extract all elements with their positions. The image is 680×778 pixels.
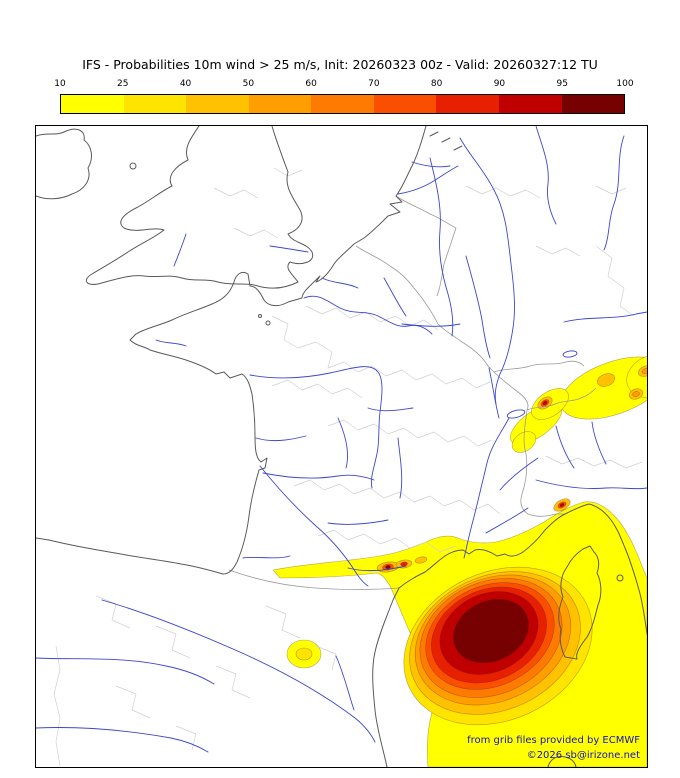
probability-map (36, 126, 647, 767)
coast-great-britain (85, 126, 314, 289)
channel-island-2 (265, 320, 271, 326)
contour-95pct-core (453, 598, 529, 664)
colorbar-tick-label: 60 (305, 79, 317, 89)
rivers-northeast (397, 126, 647, 405)
attribution-copyright: ©2026 sb@irizone.net (526, 750, 640, 761)
coast-mediterranean (372, 503, 647, 767)
lakes-layer (506, 350, 578, 419)
colorbar-segment-70 (373, 95, 437, 113)
colorbar-scale (60, 94, 625, 114)
channel-island-1 (258, 314, 262, 318)
coast-ireland (36, 128, 92, 200)
attribution-source: from grib files provided by ECMWF (467, 735, 640, 746)
isle-of-man (129, 162, 137, 170)
probability-contours-layer (272, 353, 647, 767)
colorbar-segment-25 (123, 95, 187, 113)
country-borders-layer (228, 195, 597, 590)
coast-continent-atlantic (36, 126, 427, 575)
coastlines-layer (36, 126, 647, 767)
colorbar-tick-label: 95 (556, 79, 568, 89)
frisian-islands (429, 131, 463, 151)
rivers-france (155, 277, 539, 587)
colorbar-tick-label: 40 (179, 79, 192, 89)
lake-geneva (506, 409, 526, 419)
colorbar-segment-80 (436, 95, 499, 113)
rivers-italy (535, 421, 647, 490)
coast-corsica (558, 545, 602, 660)
map-frame: from grib files provided by ECMWF ©2026 … (35, 125, 648, 768)
colorbar-tick-label: 70 (368, 79, 380, 89)
island-elba (616, 574, 624, 582)
coast-sardinia-tip (547, 756, 577, 767)
colorbar-tick-label: 100 (616, 79, 634, 89)
admin-borders-layer (53, 167, 643, 767)
colorbar-segment-50 (248, 95, 312, 113)
colorbar-segment-10 (61, 95, 124, 113)
colorbar-tick-label: 50 (242, 79, 255, 89)
rivers-britain (173, 233, 309, 267)
colorbar-tick-label: 80 (430, 79, 443, 89)
colorbar-tick-label: 10 (54, 79, 66, 89)
map-title: IFS - Probabilities 10m wind > 25 m/s, I… (82, 57, 598, 72)
rivers-spain (36, 599, 376, 753)
colorbar-tick-labels: 10 25 40 50 60 70 80 90 95 100 (54, 79, 633, 92)
colorbar-legend: 10 25 40 50 60 70 80 90 95 100 (54, 79, 634, 114)
colorbar-tick-label: 90 (493, 79, 506, 89)
rivers-layer (36, 126, 647, 753)
colorbar-segment-95 (561, 95, 625, 113)
colorbar-tick-label: 25 (117, 79, 129, 89)
colorbar-segment-40 (186, 95, 249, 113)
colorbar-segment-90 (498, 95, 562, 113)
lake-constance (562, 350, 578, 358)
colorbar-segment-60 (311, 95, 374, 113)
